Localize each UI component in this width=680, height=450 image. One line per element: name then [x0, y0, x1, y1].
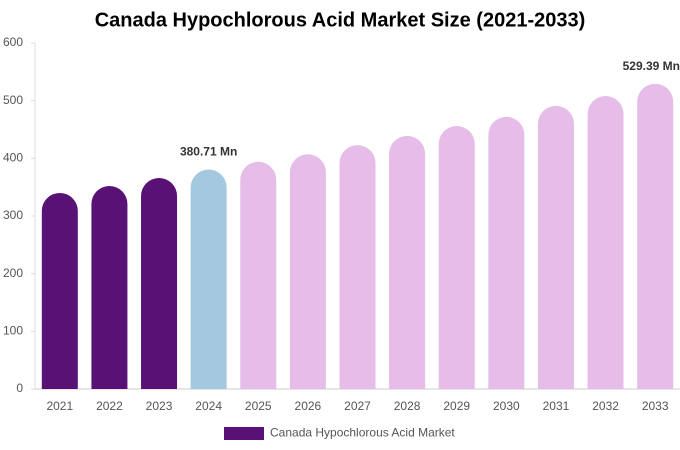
bar: [488, 116, 525, 390]
x-tick-label: 2021: [46, 399, 73, 413]
x-tick-label: 2025: [245, 399, 272, 413]
y-tick-label: 300: [3, 208, 23, 222]
bar: [339, 145, 376, 389]
x-tick-label: 2030: [493, 399, 520, 413]
bar: [537, 105, 574, 389]
y-tick-label: 0: [16, 381, 23, 395]
x-tick-label: 2027: [344, 399, 371, 413]
y-tick-label: 100: [3, 324, 23, 338]
legend-swatch: [224, 427, 264, 440]
x-tick-label: 2031: [543, 399, 570, 413]
bar: [240, 161, 277, 389]
bar: [289, 154, 326, 389]
value-label: 529.39 Mn: [623, 59, 680, 73]
y-tick-label: 500: [3, 93, 23, 107]
y-tick-label: 600: [3, 35, 23, 49]
x-tick-label: 2023: [146, 399, 173, 413]
bar: [637, 83, 674, 389]
x-tick-label: 2033: [642, 399, 669, 413]
x-tick-label: 2032: [592, 399, 619, 413]
bar: [91, 186, 128, 389]
x-tick-label: 2024: [195, 399, 222, 413]
bar: [190, 169, 227, 389]
x-tick-label: 2029: [443, 399, 470, 413]
bar: [389, 135, 426, 389]
bar: [438, 126, 475, 390]
chart-title: Canada Hypochlorous Acid Market Size (20…: [95, 9, 586, 31]
x-tick-label: 2022: [96, 399, 123, 413]
y-tick-label: 200: [3, 266, 23, 280]
bar: [41, 192, 78, 389]
bar: [141, 177, 178, 389]
y-tick-label: 400: [3, 151, 23, 165]
bar: [587, 96, 624, 389]
x-tick-label: 2026: [295, 399, 322, 413]
value-label: 380.71 Mn: [180, 145, 237, 159]
legend-label: Canada Hypochlorous Acid Market: [270, 426, 455, 440]
x-tick-label: 2028: [394, 399, 421, 413]
